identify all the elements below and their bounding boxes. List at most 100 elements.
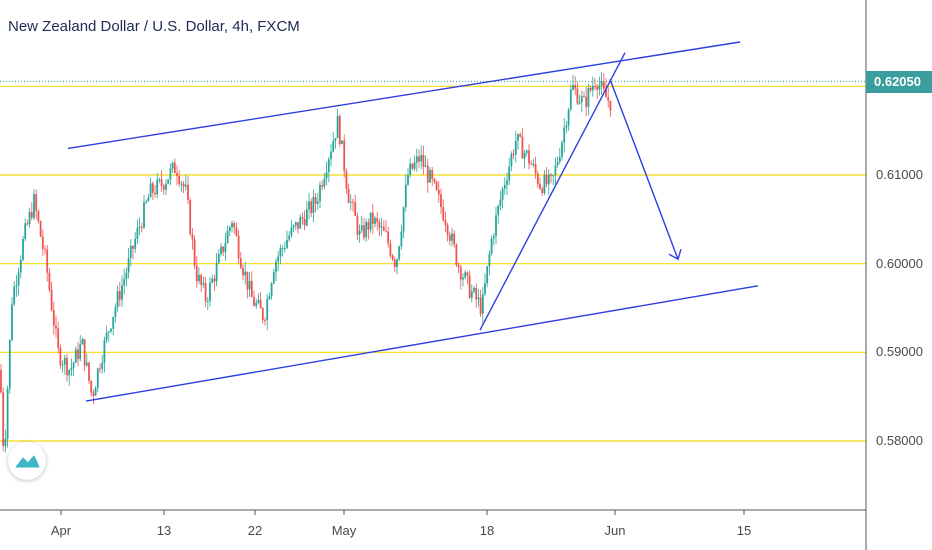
candle-body-222: [488, 253, 491, 267]
candle-body-195: [429, 169, 431, 183]
candle-body-155: [341, 140, 343, 144]
candle-body-201: [442, 207, 445, 221]
candle-body-9: [19, 259, 22, 273]
candle-body-148: [325, 172, 328, 179]
candle-body-110: [242, 268, 244, 276]
candle-body-98: [215, 262, 218, 282]
candle-body-215: [473, 287, 475, 292]
candle-body-50: [110, 328, 112, 332]
candle-body-105: [231, 223, 233, 228]
candle-body-52: [114, 307, 117, 317]
candle-body-254: [558, 157, 561, 162]
candle-body-33: [72, 362, 75, 368]
candle-body-196: [431, 169, 434, 179]
candle-body-231: [508, 166, 511, 181]
candle-body-85: [187, 184, 189, 200]
candle-body-117: [257, 299, 260, 303]
candle-body-248: [545, 174, 548, 185]
candle-body-156: [343, 140, 346, 172]
candle-body-230: [506, 180, 508, 185]
candle-body-237: [521, 136, 524, 159]
candle-body-262: [576, 88, 579, 104]
candle-body-143: [314, 196, 317, 204]
candle-body-211: [464, 272, 467, 278]
candle-body-220: [484, 283, 486, 294]
candle-body-13: [28, 211, 31, 225]
candle-body-94: [206, 301, 209, 303]
candle-body-141: [310, 201, 313, 213]
candle-body-66: [145, 201, 148, 203]
candle-body-206: [453, 233, 456, 245]
price-label-0: 0.58000: [876, 433, 923, 448]
candle-body-71: [156, 179, 159, 195]
candle-body-138: [303, 218, 306, 226]
candle-body-191: [420, 155, 423, 162]
tradingview-logo-icon[interactable]: [8, 442, 46, 480]
candle-body-193: [424, 165, 427, 167]
channel-upper-line[interactable]: [67, 41, 741, 150]
candle-body-190: [418, 156, 420, 162]
candle-body-102: [224, 243, 227, 253]
candle-body-173: [380, 226, 383, 228]
candle-body-136: [299, 217, 302, 229]
candle-body-250: [550, 174, 552, 176]
candle-body-81: [178, 176, 181, 184]
candle-body-78: [171, 162, 174, 169]
candle-body-84: [184, 184, 187, 187]
candle-body-16: [35, 194, 38, 211]
candle-body-65: [143, 202, 145, 228]
candle-body-153: [336, 116, 339, 139]
candle-body-164: [360, 225, 363, 231]
candle-body-28: [61, 364, 64, 366]
candle-body-146: [321, 185, 324, 187]
rising-trendline[interactable]: [479, 52, 626, 331]
time-label-6: 15: [736, 523, 752, 538]
candle-body-271: [596, 86, 599, 90]
candle-body-225: [495, 215, 497, 237]
candle-body-34: [74, 349, 77, 363]
candle-body-180: [396, 259, 398, 267]
candle-body-17: [37, 210, 40, 222]
candle-body-83: [182, 183, 185, 187]
candle-body-276: [607, 97, 610, 101]
candle-body-132: [290, 227, 293, 236]
candle-body-202: [444, 220, 447, 225]
candle-body-10: [22, 238, 24, 260]
candle-body-135: [297, 222, 299, 229]
candle-body-272: [598, 85, 601, 90]
channel-lower-line[interactable]: [85, 285, 759, 402]
candle-body-18: [39, 221, 42, 237]
candle-body-152: [334, 138, 337, 141]
candle-body-62: [136, 227, 139, 239]
candle-body-29: [63, 357, 66, 365]
candle-body-147: [323, 178, 326, 187]
candle-body-106: [233, 223, 236, 228]
candle-body-51: [112, 316, 115, 329]
candle-body-269: [591, 86, 594, 91]
candle-body-247: [543, 174, 546, 194]
candle-body-233: [512, 154, 515, 156]
candle-body-72: [158, 179, 161, 181]
candle-body-19: [41, 236, 44, 249]
candle-body-38: [83, 339, 86, 366]
time-label-2: 22: [247, 523, 263, 538]
candle-body-187: [411, 163, 414, 169]
candle-body-118: [259, 299, 262, 309]
candle-body-261: [574, 85, 577, 89]
projection-arrow-line[interactable]: [609, 78, 679, 260]
candle-body-12: [26, 223, 29, 225]
candle-body-240: [528, 150, 530, 164]
candle-body-169: [371, 212, 374, 224]
candle-body-268: [589, 88, 592, 91]
candle-body-157: [345, 171, 348, 189]
candle-body-79: [173, 162, 176, 174]
price-label-3: 0.61000: [876, 166, 923, 182]
candle-body-178: [391, 255, 394, 260]
candle-body-241: [530, 163, 533, 165]
candle-body-127: [279, 248, 282, 257]
candle-body-270: [594, 86, 596, 88]
candle-body-249: [547, 174, 550, 185]
candle-body-43: [94, 387, 97, 396]
candle-body-101: [222, 246, 225, 253]
